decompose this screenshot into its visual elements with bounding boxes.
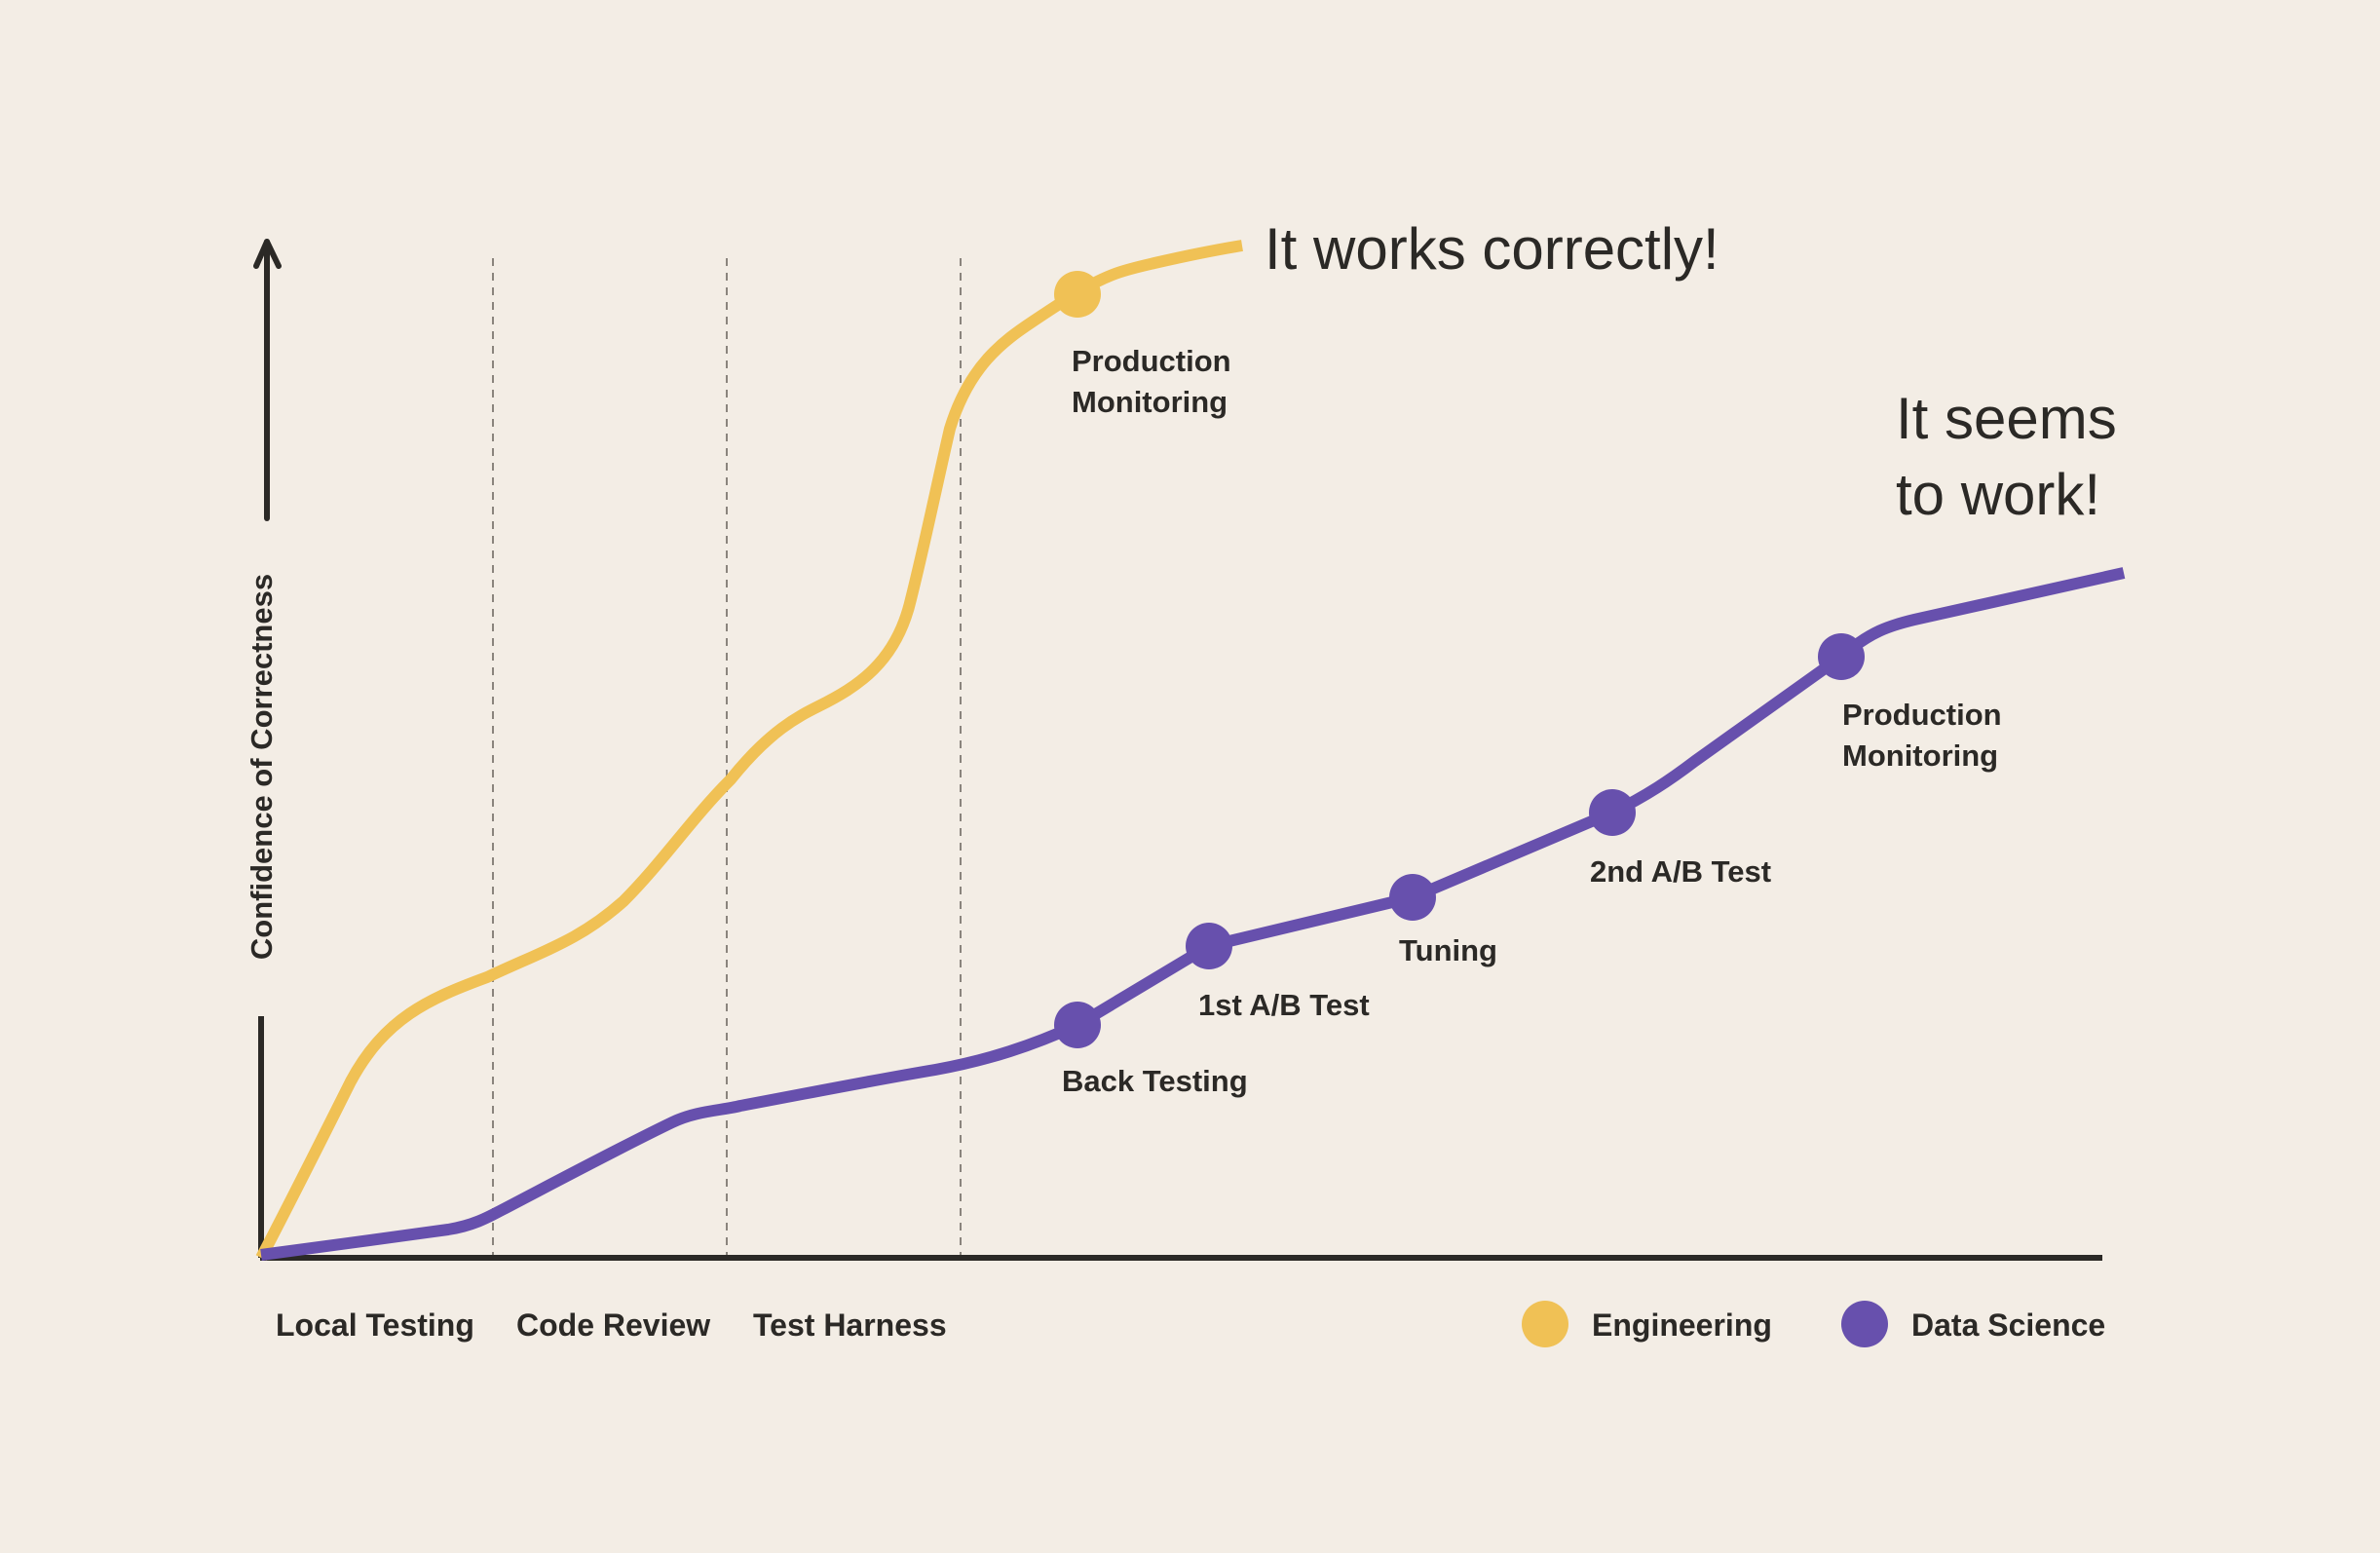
ds-milestone-label: Monitoring <box>1842 739 1998 773</box>
axes <box>253 239 2102 1261</box>
ds-milestone-label: 1st A/B Test <box>1198 988 1370 1022</box>
y-axis-title: Confidence of Correctness <box>245 574 279 960</box>
ds-milestone-marker <box>1186 923 1232 969</box>
ds-callout-line: to work! <box>1896 462 2100 527</box>
y-axis-arrowhead <box>253 239 282 269</box>
ds-milestone-marker <box>1054 1002 1101 1048</box>
stage-label: Local Testing <box>276 1307 474 1343</box>
engineering-legend-label: Engineering <box>1592 1307 1772 1343</box>
engineering-callout: It works correctly! <box>1265 216 1719 282</box>
engineering-milestone-label: Monitoring <box>1072 385 1228 419</box>
legend: Engineering Data Science <box>1522 1301 2105 1347</box>
stage-label: Code Review <box>516 1307 710 1343</box>
ds-milestone-marker <box>1589 789 1636 836</box>
ds-milestone-label: Tuning <box>1399 933 1497 967</box>
ds-callout-line: It seems <box>1896 386 2117 451</box>
data-science-curve <box>260 567 2126 1261</box>
ds-milestone-label: 2nd A/B Test <box>1590 854 1771 889</box>
data-science-legend-label: Data Science <box>1911 1307 2105 1343</box>
stage-label: Test Harness <box>753 1307 947 1343</box>
ds-milestone-marker <box>1389 874 1436 921</box>
ds-milestone-marker <box>1818 633 1865 680</box>
engineering-milestone-marker <box>1054 271 1101 318</box>
engineering-milestone-label: Production <box>1072 344 1231 378</box>
ds-milestone-label: Back Testing <box>1062 1064 1248 1098</box>
ds-milestone-label: Production <box>1842 698 2002 732</box>
engineering-legend-swatch <box>1522 1301 1568 1347</box>
data-science-legend-swatch <box>1841 1301 1888 1347</box>
stage-dividers <box>492 258 962 1257</box>
